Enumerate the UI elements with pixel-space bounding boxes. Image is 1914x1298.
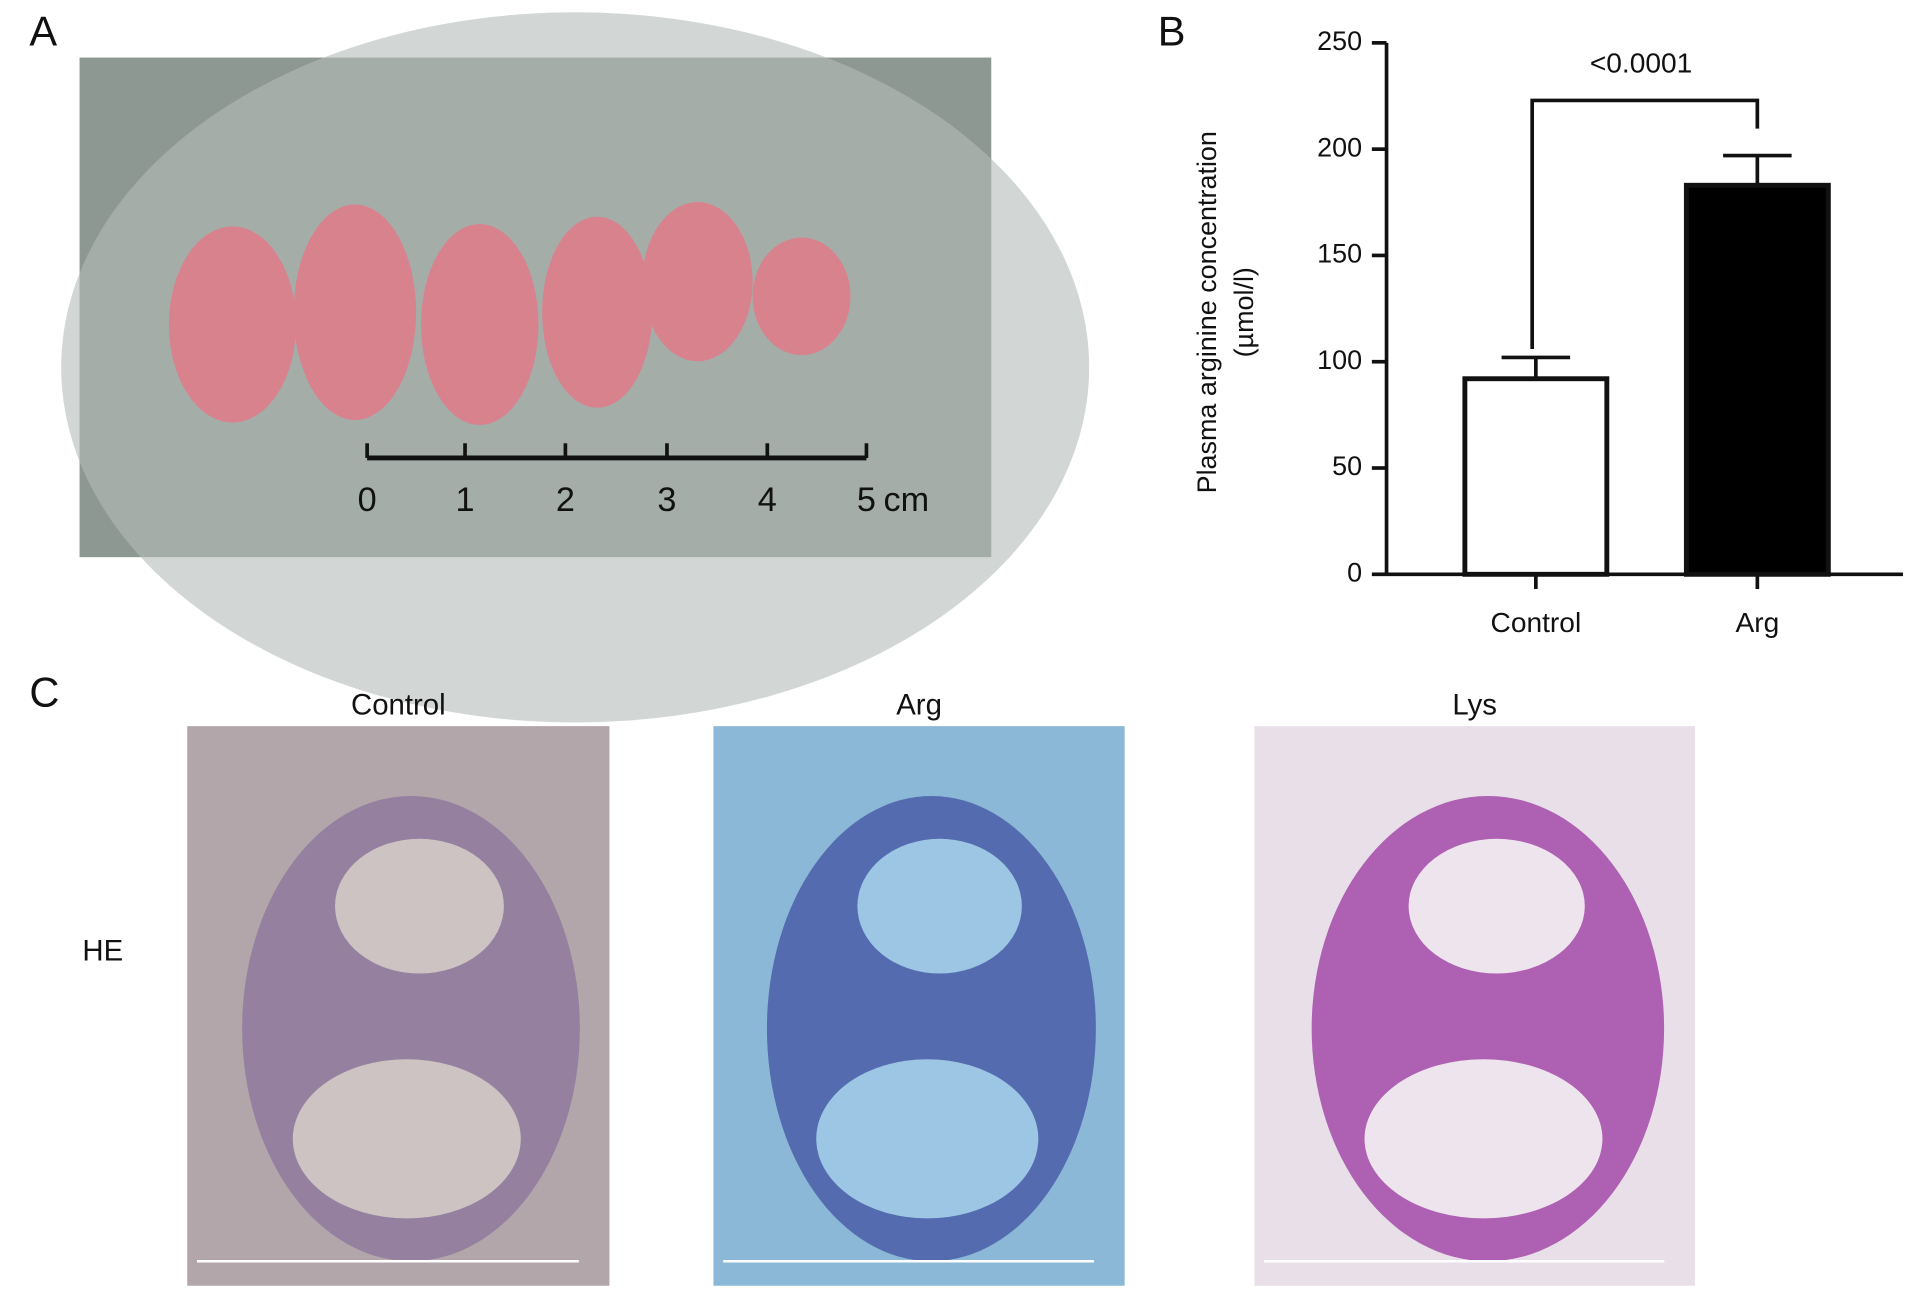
y-tick-label: 100 [1317, 345, 1362, 375]
y-tick-label: 150 [1317, 239, 1362, 269]
embryo [642, 202, 753, 362]
bar [1462, 376, 1610, 577]
y-tick-label: 0 [1347, 557, 1362, 587]
embryo [752, 237, 851, 356]
scale-label: 3 [657, 481, 676, 519]
significance-bracket [1530, 98, 1760, 349]
panel-label: A [29, 7, 57, 54]
embryo [542, 216, 653, 408]
scale-label: 1 [456, 481, 475, 519]
y-tick-label: 200 [1317, 132, 1362, 162]
x-tick-label: Arg [1735, 607, 1779, 638]
cavity [292, 1059, 521, 1219]
scale-label: 0 [358, 481, 377, 519]
y-axis-label: Plasma arginine concentration (µmol/l) [1192, 131, 1259, 493]
column-title: Arg [896, 688, 942, 721]
cavity [857, 838, 1022, 974]
column-title: Lys [1452, 688, 1497, 721]
cavity [816, 1059, 1039, 1219]
x-tick-label: Control [1491, 607, 1582, 638]
cavity [1408, 838, 1585, 974]
row-label: HE [82, 934, 123, 967]
embryo [293, 204, 417, 421]
bar [1683, 182, 1831, 577]
scale-unit: cm [884, 481, 930, 519]
scale-label: 2 [556, 481, 575, 519]
scale-label: 4 [758, 481, 777, 519]
cavity [335, 838, 504, 974]
column-title: Control [351, 688, 446, 721]
annotation: <0.0001 [1590, 47, 1692, 78]
y-axis-label-line: (µmol/l) [1229, 267, 1259, 357]
panel-label: B [1158, 7, 1186, 54]
y-tick-label: 50 [1332, 451, 1362, 481]
y-axis-label-line: Plasma arginine concentration [1192, 131, 1222, 493]
embryo [168, 226, 297, 423]
embryo [420, 224, 539, 425]
panel-label: C [29, 669, 59, 716]
scale-label: 5 [857, 481, 876, 519]
cavity [1364, 1059, 1603, 1219]
y-tick-label: 250 [1317, 26, 1362, 56]
